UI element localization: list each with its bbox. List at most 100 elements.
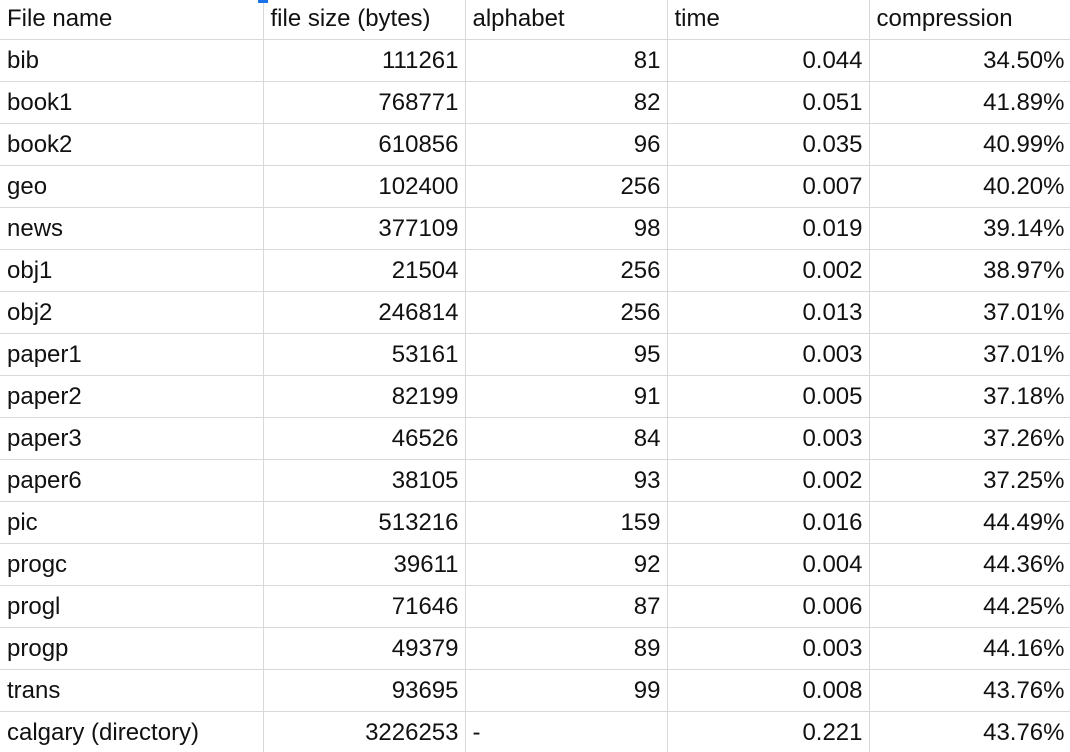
cell-compression[interactable]: 37.25% bbox=[868, 458, 1070, 502]
cell-time[interactable]: 0.006 bbox=[666, 584, 870, 628]
cell-time[interactable]: 0.221 bbox=[666, 710, 870, 752]
cell-compression[interactable]: 34.50% bbox=[868, 38, 1070, 82]
cell-alphabet[interactable]: 96 bbox=[464, 122, 668, 166]
cell-time[interactable]: 0.005 bbox=[666, 374, 870, 418]
cell-file-size[interactable]: 102400 bbox=[262, 164, 466, 208]
cell-file-size[interactable]: 39611 bbox=[262, 542, 466, 586]
cell-alphabet[interactable]: 84 bbox=[464, 416, 668, 460]
cell-time[interactable]: 0.004 bbox=[666, 542, 870, 586]
cell-time[interactable]: 0.007 bbox=[666, 164, 870, 208]
cell-compression[interactable]: 38.97% bbox=[868, 248, 1070, 292]
cell-compression[interactable]: 39.14% bbox=[868, 206, 1070, 250]
cell-file-name[interactable]: trans bbox=[0, 668, 264, 712]
cell-alphabet[interactable]: 256 bbox=[464, 290, 668, 334]
cell-compression[interactable]: 44.25% bbox=[868, 584, 1070, 628]
cell-alphabet[interactable]: 159 bbox=[464, 500, 668, 544]
cell-time[interactable]: 0.051 bbox=[666, 80, 870, 124]
cell-file-size[interactable]: 49379 bbox=[262, 626, 466, 670]
cell-file-size[interactable]: 53161 bbox=[262, 332, 466, 376]
cell-file-name[interactable]: book2 bbox=[0, 122, 264, 166]
cell-alphabet[interactable]: 91 bbox=[464, 374, 668, 418]
cell-file-size[interactable]: 38105 bbox=[262, 458, 466, 502]
cell-file-name[interactable]: paper3 bbox=[0, 416, 264, 460]
cell-compression[interactable]: 37.01% bbox=[868, 290, 1070, 334]
table-row: pic 513216 159 0.016 44.49% bbox=[0, 500, 1070, 544]
cell-file-size[interactable]: 46526 bbox=[262, 416, 466, 460]
cell-alphabet[interactable]: 256 bbox=[464, 248, 668, 292]
cell-compression[interactable]: 43.76% bbox=[868, 710, 1070, 752]
header-cell-compression[interactable]: compression bbox=[868, 0, 1070, 40]
cell-alphabet[interactable]: 81 bbox=[464, 38, 668, 82]
cell-file-name[interactable]: bib bbox=[0, 38, 264, 82]
cell-compression[interactable]: 40.20% bbox=[868, 164, 1070, 208]
cell-file-size[interactable]: 71646 bbox=[262, 584, 466, 628]
cell-compression[interactable]: 41.89% bbox=[868, 80, 1070, 124]
cell-alphabet[interactable]: 89 bbox=[464, 626, 668, 670]
cell-compression[interactable]: 44.49% bbox=[868, 500, 1070, 544]
cell-alphabet[interactable]: 98 bbox=[464, 206, 668, 250]
cell-time[interactable]: 0.013 bbox=[666, 290, 870, 334]
table-row: progl 71646 87 0.006 44.25% bbox=[0, 584, 1070, 628]
cell-compression[interactable]: 43.76% bbox=[868, 668, 1070, 712]
cell-file-name[interactable]: paper6 bbox=[0, 458, 264, 502]
cell-file-size[interactable]: 768771 bbox=[262, 80, 466, 124]
cell-compression[interactable]: 37.26% bbox=[868, 416, 1070, 460]
cell-time[interactable]: 0.008 bbox=[666, 668, 870, 712]
cell-alphabet[interactable]: 82 bbox=[464, 80, 668, 124]
cell-time[interactable]: 0.035 bbox=[666, 122, 870, 166]
cell-file-name[interactable]: paper1 bbox=[0, 332, 264, 376]
cell-file-name[interactable]: progc bbox=[0, 542, 264, 586]
cell-file-name[interactable]: obj2 bbox=[0, 290, 264, 334]
cell-time[interactable]: 0.016 bbox=[666, 500, 870, 544]
cell-compression[interactable]: 44.16% bbox=[868, 626, 1070, 670]
cell-alphabet[interactable]: - bbox=[464, 710, 668, 752]
cell-file-name[interactable]: news bbox=[0, 206, 264, 250]
cell-file-size[interactable]: 513216 bbox=[262, 500, 466, 544]
header-cell-alphabet[interactable]: alphabet bbox=[464, 0, 668, 40]
cell-file-name[interactable]: calgary (directory) bbox=[0, 710, 264, 752]
cell-compression[interactable]: 40.99% bbox=[868, 122, 1070, 166]
cell-time[interactable]: 0.003 bbox=[666, 332, 870, 376]
cell-file-size[interactable]: 610856 bbox=[262, 122, 466, 166]
cell-compression[interactable]: 44.36% bbox=[868, 542, 1070, 586]
cell-file-name[interactable]: paper2 bbox=[0, 374, 264, 418]
cell-alphabet[interactable]: 99 bbox=[464, 668, 668, 712]
table-row: news 377109 98 0.019 39.14% bbox=[0, 206, 1070, 250]
cell-time[interactable]: 0.003 bbox=[666, 626, 870, 670]
cell-time[interactable]: 0.003 bbox=[666, 416, 870, 460]
cell-file-size[interactable]: 21504 bbox=[262, 248, 466, 292]
cell-alphabet[interactable]: 95 bbox=[464, 332, 668, 376]
table-row: obj1 21504 256 0.002 38.97% bbox=[0, 248, 1070, 292]
cell-file-name[interactable]: progl bbox=[0, 584, 264, 628]
cell-file-size[interactable]: 246814 bbox=[262, 290, 466, 334]
cell-file-size[interactable]: 93695 bbox=[262, 668, 466, 712]
cell-compression[interactable]: 37.01% bbox=[868, 332, 1070, 376]
cell-file-name[interactable]: pic bbox=[0, 500, 264, 544]
header-cell-file-size[interactable]: file size (bytes) bbox=[262, 0, 466, 40]
cell-alphabet[interactable]: 256 bbox=[464, 164, 668, 208]
header-cell-file-name[interactable]: File name bbox=[0, 0, 264, 40]
cell-file-size[interactable]: 82199 bbox=[262, 374, 466, 418]
table-row: paper3 46526 84 0.003 37.26% bbox=[0, 416, 1070, 460]
cell-time[interactable]: 0.002 bbox=[666, 458, 870, 502]
table-row: paper6 38105 93 0.002 37.25% bbox=[0, 458, 1070, 502]
cell-alphabet[interactable]: 92 bbox=[464, 542, 668, 586]
header-cell-time[interactable]: time bbox=[666, 0, 870, 40]
cell-file-name[interactable]: obj1 bbox=[0, 248, 264, 292]
cell-file-size[interactable]: 111261 bbox=[262, 38, 466, 82]
cell-file-size[interactable]: 377109 bbox=[262, 206, 466, 250]
cell-file-name[interactable]: book1 bbox=[0, 80, 264, 124]
cell-compression[interactable]: 37.18% bbox=[868, 374, 1070, 418]
cell-file-name[interactable]: geo bbox=[0, 164, 264, 208]
cell-file-size[interactable]: 3226253 bbox=[262, 710, 466, 752]
cell-time[interactable]: 0.002 bbox=[666, 248, 870, 292]
cell-time[interactable]: 0.019 bbox=[666, 206, 870, 250]
table-row: bib 111261 81 0.044 34.50% bbox=[0, 38, 1070, 82]
cell-alphabet[interactable]: 87 bbox=[464, 584, 668, 628]
cell-time[interactable]: 0.044 bbox=[666, 38, 870, 82]
cell-alphabet[interactable]: 93 bbox=[464, 458, 668, 502]
cell-file-name[interactable]: progp bbox=[0, 626, 264, 670]
header-row: File name file size (bytes) alphabet tim… bbox=[0, 0, 1070, 40]
